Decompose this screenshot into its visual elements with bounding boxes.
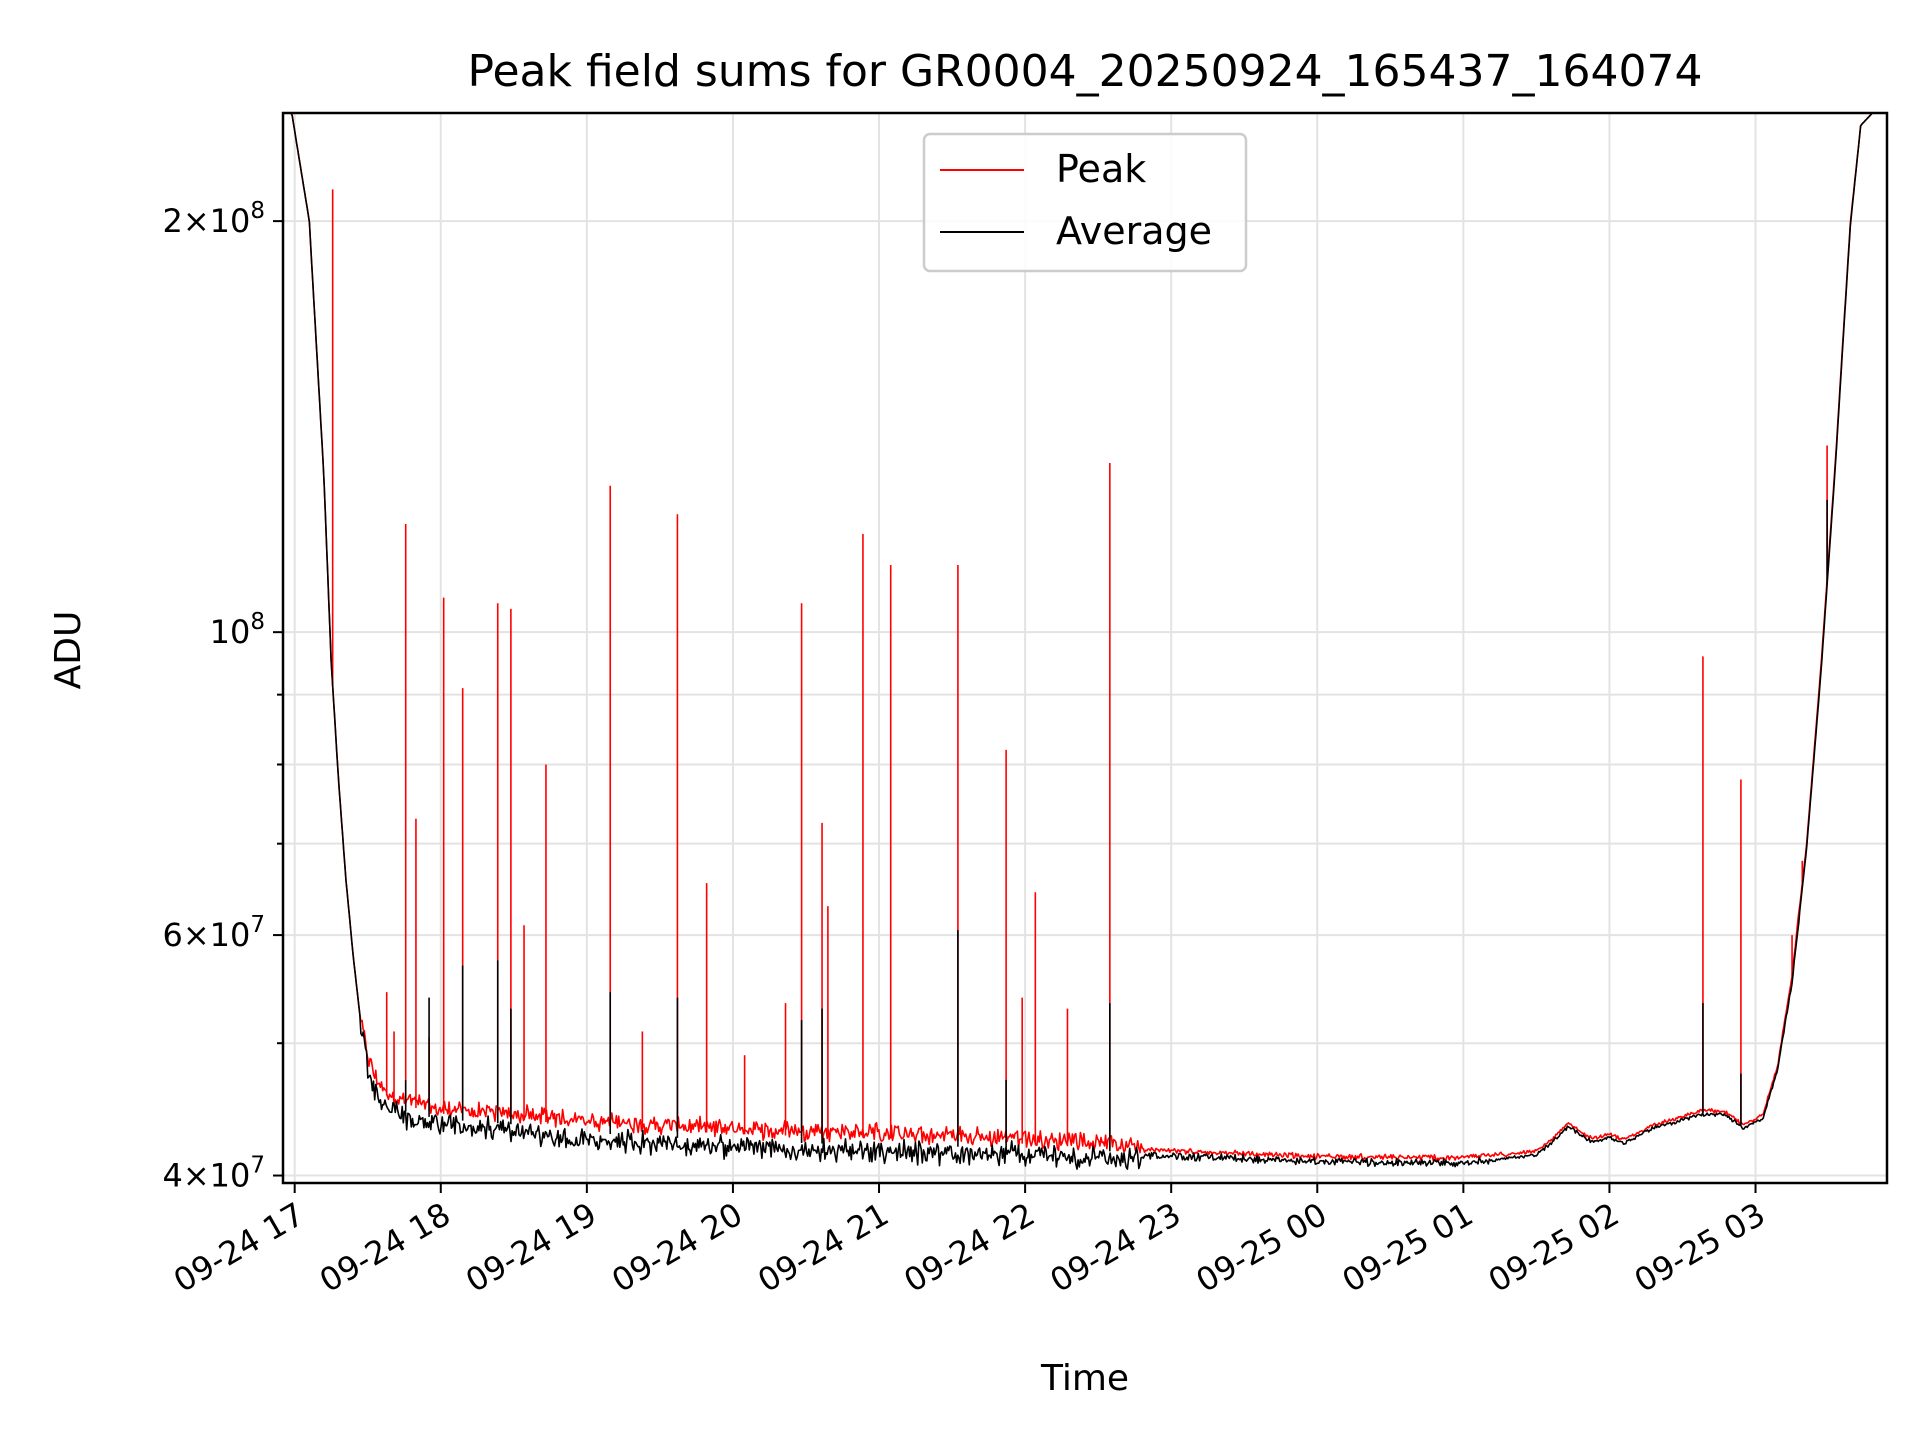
average-series-line [283,113,1887,1170]
legend-average-label: Average [1056,209,1212,253]
series-layer [283,113,1887,1170]
legend: Peak Average [922,132,1248,273]
y-tick-label: 6×107 [162,912,265,954]
legend-box [922,132,1248,273]
peak-series-line [283,113,1887,1162]
chart-title: Peak field sums for GR0004_20250924_1654… [468,46,1703,97]
legend-peak-label: Peak [1056,147,1146,191]
y-tick-label: 4×107 [162,1153,265,1195]
x-axis-label: Time [1040,1358,1129,1399]
y-axis-label: ADU [48,611,89,690]
plot-frame [281,111,1889,1185]
y-tick-label: 108 [210,609,265,651]
y-tick-label: 2×108 [162,198,265,240]
